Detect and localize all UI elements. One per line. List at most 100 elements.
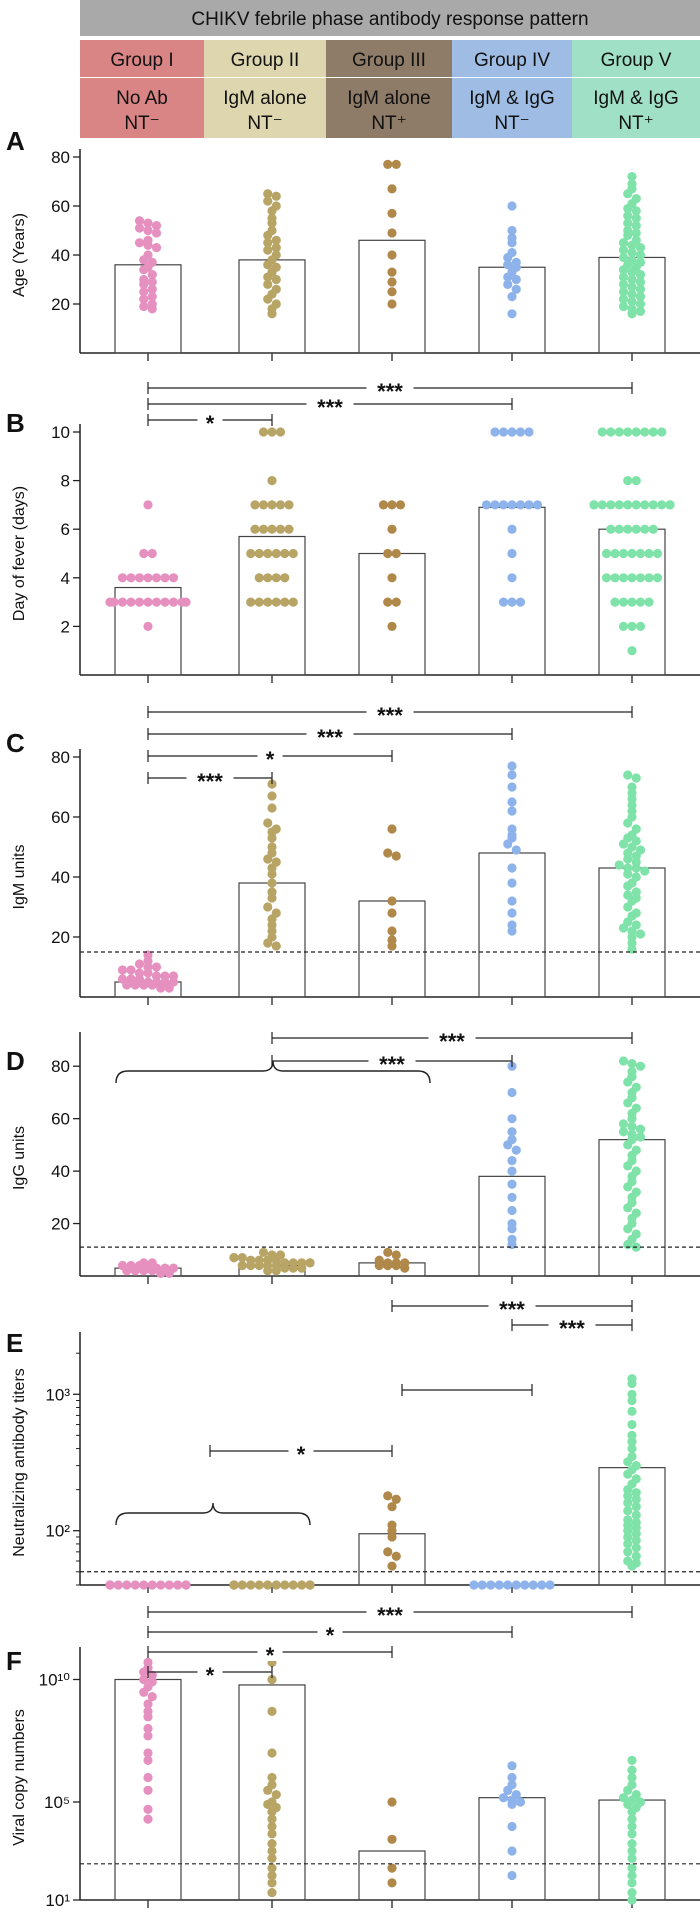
data-point	[507, 770, 517, 780]
data-point	[627, 1395, 637, 1406]
data-point	[400, 1263, 410, 1273]
data-point	[498, 597, 509, 607]
data-point	[250, 524, 260, 534]
data-point	[267, 1878, 277, 1888]
panel-f: F 10¹ 10⁵ 10¹⁰ Viral copy numbers	[6, 1646, 700, 1910]
data-point	[271, 548, 281, 559]
data-point	[635, 621, 646, 632]
data-point	[267, 524, 277, 534]
data-point	[134, 238, 145, 248]
data-point	[515, 427, 526, 437]
data-point	[503, 279, 513, 289]
data-point	[635, 284, 646, 294]
data-point	[374, 1260, 384, 1271]
y-tick-label: 40	[51, 1162, 70, 1181]
data-point	[147, 277, 157, 287]
data-point	[623, 1161, 633, 1171]
data-point	[391, 1494, 401, 1504]
data-point	[280, 573, 290, 583]
data-point	[623, 1785, 633, 1795]
data-point	[267, 1674, 277, 1685]
data-point	[147, 1670, 157, 1680]
comparison-label-bg	[306, 395, 354, 413]
data-point	[383, 548, 393, 559]
data-point	[395, 500, 406, 510]
data-point	[387, 621, 397, 632]
data-point	[267, 206, 277, 216]
data-point	[147, 270, 157, 280]
data-point	[627, 621, 637, 632]
data-point	[139, 301, 149, 312]
data-point	[627, 597, 637, 607]
data-point	[383, 848, 393, 858]
data-point	[627, 1765, 637, 1775]
data-point	[280, 597, 290, 607]
data-point	[618, 272, 629, 282]
group-header-cell	[452, 40, 572, 77]
data-point	[631, 1551, 641, 1561]
data-point	[263, 573, 273, 583]
data-point	[610, 597, 620, 607]
y-tick-label: 40	[51, 246, 70, 265]
data-point	[263, 196, 273, 206]
significance-label: ***	[439, 1029, 465, 1054]
data-point	[267, 1870, 277, 1881]
data-point	[263, 818, 273, 828]
y-tick-label: 20	[51, 1215, 70, 1234]
data-point	[263, 1266, 273, 1276]
group-header-cell	[326, 40, 452, 77]
data-point	[627, 267, 637, 277]
data-point	[610, 573, 620, 583]
data-point	[387, 1532, 397, 1542]
data-point	[601, 573, 612, 583]
y-tick-label: 80	[51, 748, 70, 767]
data-point	[627, 1814, 637, 1824]
comparison-label-bg	[288, 1442, 314, 1460]
data-point	[627, 1114, 637, 1124]
data-point	[635, 270, 646, 280]
data-point	[623, 854, 633, 864]
data-point	[635, 306, 646, 316]
data-point	[635, 597, 646, 607]
data-point	[271, 274, 281, 285]
data-point	[515, 500, 526, 510]
group-nt-label: NT⁻	[247, 113, 282, 134]
data-point	[644, 597, 654, 607]
data-point	[263, 597, 273, 607]
data-point	[387, 573, 397, 583]
y-tick-label: 10⁵	[44, 1793, 70, 1812]
data-point	[143, 500, 153, 510]
data-point	[267, 1706, 277, 1716]
data-point	[627, 1821, 637, 1832]
data-point	[623, 1182, 633, 1192]
data-point	[511, 1145, 521, 1155]
data-point	[665, 500, 675, 510]
data-point	[267, 1807, 277, 1817]
panel-e: E 10² 10³ Neutralizing antibody titers	[6, 1328, 700, 1593]
data-point	[147, 292, 157, 302]
data-point	[139, 1667, 149, 1677]
y-tick-label: 2	[61, 617, 70, 636]
data-point	[627, 1443, 637, 1454]
data-point	[387, 184, 397, 194]
data-point	[606, 524, 616, 534]
data-point	[635, 1124, 646, 1134]
data-point	[147, 304, 157, 314]
data-point	[627, 172, 637, 182]
data-point	[254, 1260, 264, 1271]
data-point	[627, 1839, 637, 1849]
data-point	[640, 524, 650, 534]
data-point	[606, 427, 616, 437]
y-axis-label: IgG units	[11, 1126, 28, 1190]
significance-label: *	[326, 1623, 335, 1648]
data-point	[267, 791, 277, 801]
data-point	[143, 1731, 153, 1741]
significance-label: ***	[197, 769, 223, 794]
data-point	[618, 621, 629, 632]
comparison-label-bg	[428, 1029, 476, 1047]
data-point	[151, 243, 162, 253]
y-tick-label: 20	[51, 928, 70, 947]
data-point	[635, 573, 646, 583]
data-point	[267, 427, 277, 437]
data-point	[618, 597, 629, 607]
